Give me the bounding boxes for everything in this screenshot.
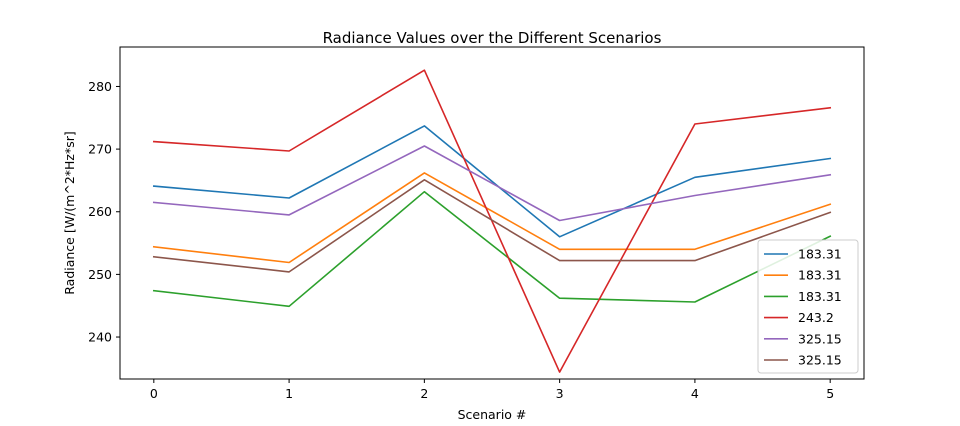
series-line-1 bbox=[152, 172, 832, 264]
legend-label-4: 325.15 bbox=[798, 331, 842, 346]
series-line-2 bbox=[152, 190, 832, 308]
y-tick-label: 270 bbox=[88, 142, 112, 157]
legend: 183.31 183.31 183.31 243.2 325.15 325.15 bbox=[757, 239, 859, 374]
x-tick-label: 3 bbox=[556, 386, 564, 401]
x-tick-label: 0 bbox=[150, 386, 158, 401]
series-line-0 bbox=[152, 125, 832, 238]
series-line-4 bbox=[152, 145, 832, 222]
y-axis-label: Radiance [W/(m^2*Hz*sr] bbox=[62, 131, 77, 295]
y-tick-label: 260 bbox=[88, 204, 112, 219]
y-tick-label: 240 bbox=[88, 330, 112, 345]
plot-lines bbox=[152, 69, 832, 373]
series-line-3 bbox=[152, 69, 832, 373]
legend-label-0: 183.31 bbox=[798, 247, 842, 262]
x-tick-label: 5 bbox=[826, 386, 834, 401]
chart-title: Radiance Values over the Different Scena… bbox=[323, 29, 662, 47]
legend-label-5: 325.15 bbox=[798, 353, 842, 368]
x-tick-label: 4 bbox=[691, 386, 699, 401]
y-tick-label: 280 bbox=[88, 79, 112, 94]
legend-frame bbox=[757, 239, 859, 374]
x-axis-ticks: 0 1 2 3 4 5 bbox=[150, 379, 834, 401]
y-tick-label: 250 bbox=[88, 267, 112, 282]
y-axis-ticks: 240 250 260 270 280 bbox=[88, 79, 120, 345]
x-tick-label: 2 bbox=[420, 386, 428, 401]
x-axis-label: Scenario # bbox=[458, 407, 527, 422]
legend-label-3: 243.2 bbox=[798, 310, 834, 325]
legend-label-1: 183.31 bbox=[798, 268, 842, 283]
plot-frame bbox=[119, 46, 865, 380]
x-tick-label: 1 bbox=[285, 386, 293, 401]
legend-label-2: 183.31 bbox=[798, 289, 842, 304]
series-line-5 bbox=[152, 179, 832, 273]
